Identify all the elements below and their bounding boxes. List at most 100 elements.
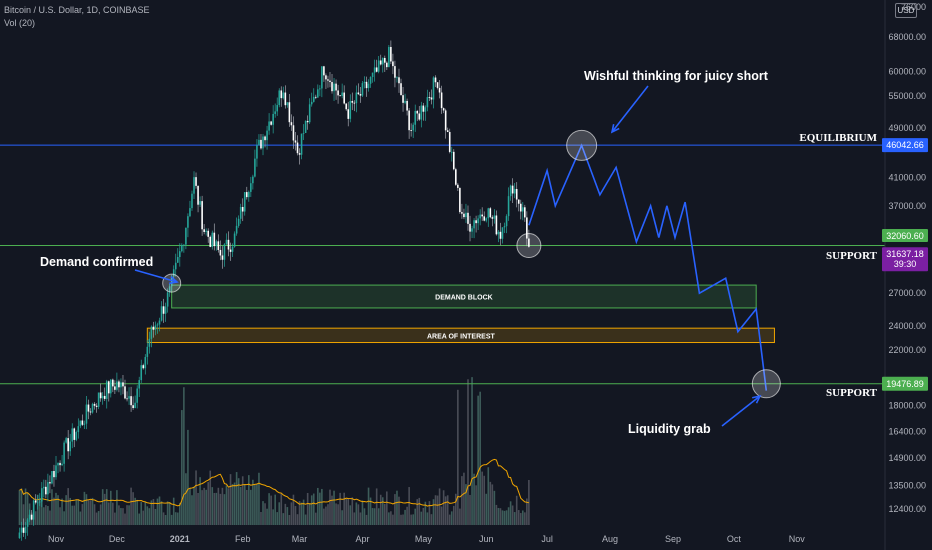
- y-tick-label-partial: 76000: [901, 2, 926, 12]
- volume-bar: [199, 477, 201, 525]
- candle-body: [138, 380, 141, 389]
- candle-body: [390, 46, 392, 62]
- candle-body: [286, 102, 289, 106]
- volume-bar: [475, 485, 477, 525]
- volume-bar: [308, 502, 311, 525]
- volume-bar: [174, 512, 177, 525]
- volume-bar: [101, 489, 104, 525]
- volume-bar: [256, 484, 258, 525]
- candle-body: [124, 386, 126, 399]
- volume-bar: [479, 391, 481, 525]
- volume-bar: [469, 494, 471, 525]
- candle-body: [112, 379, 114, 387]
- candle-body: [174, 262, 177, 270]
- volume-bar: [388, 512, 390, 525]
- volume-bar: [386, 491, 388, 525]
- volume-bar: [444, 496, 447, 525]
- volume-bar: [63, 511, 65, 525]
- candle-body: [355, 92, 358, 104]
- candle-body: [132, 405, 134, 409]
- candle-body: [195, 177, 197, 186]
- volume-bar: [428, 501, 431, 525]
- candle-body: [197, 185, 199, 205]
- candle-body: [158, 320, 161, 325]
- price-tag-bg: [882, 138, 928, 153]
- candle-body: [107, 381, 110, 394]
- volume-bar: [227, 488, 230, 525]
- volume-bar: [292, 494, 295, 525]
- volume-bar: [379, 494, 382, 525]
- candle-body: [284, 92, 287, 106]
- x-tick-label: Oct: [727, 534, 742, 544]
- candle-body: [146, 346, 149, 357]
- volume-bar: [402, 514, 404, 525]
- x-tick-label: 2021: [170, 534, 190, 544]
- candle-body: [26, 519, 29, 527]
- currency-button[interactable]: USD: [895, 3, 917, 18]
- candle-body: [300, 133, 303, 155]
- volume-bar: [420, 511, 423, 525]
- projected-price-path: [528, 143, 768, 391]
- candle-body: [91, 403, 94, 413]
- volume-bar: [483, 475, 486, 525]
- price-tag-text: 32060.60: [886, 231, 924, 241]
- volume-bar: [22, 504, 25, 525]
- volume-bar: [357, 504, 360, 525]
- candle-body: [187, 216, 189, 228]
- zones-layer: DEMAND BLOCK AREA OF INTEREST: [146, 284, 775, 344]
- candle-body: [410, 130, 412, 131]
- candle-body: [268, 121, 270, 131]
- candle-body: [347, 109, 350, 119]
- volume-bar: [211, 487, 214, 525]
- volume-bar: [185, 473, 187, 525]
- candle-body: [505, 216, 508, 227]
- volume-bar: [495, 504, 498, 525]
- candle-body: [254, 158, 256, 177]
- volume-bar: [459, 508, 461, 525]
- candle-body: [168, 286, 171, 293]
- volume-bar: [183, 387, 185, 525]
- volume-bar: [491, 484, 494, 525]
- levels-layer: [0, 144, 885, 385]
- candle-body: [193, 177, 195, 194]
- candle-body: [353, 102, 356, 104]
- x-tick-label: Apr: [355, 534, 369, 544]
- candle-body: [477, 218, 479, 224]
- candle-body: [444, 110, 447, 131]
- candle-body: [185, 227, 187, 245]
- candle-body: [308, 104, 311, 123]
- y-tick-label: 18000.00: [888, 401, 926, 411]
- volume-bar: [132, 492, 134, 525]
- candle-body: [172, 269, 175, 277]
- volume-bar: [310, 495, 313, 525]
- candle-body: [122, 382, 124, 387]
- volume-bar: [203, 487, 205, 525]
- volume-bar: [509, 501, 512, 525]
- volume-bar: [112, 502, 114, 525]
- candle-body: [252, 176, 254, 184]
- candle-body: [61, 463, 63, 466]
- arrow-shaft: [611, 85, 649, 133]
- volume-bar: [511, 505, 514, 525]
- candle-body: [45, 486, 47, 495]
- volume-bar: [138, 513, 141, 525]
- candle-body: [337, 90, 339, 96]
- volume-bar: [81, 504, 84, 525]
- candle-body: [375, 67, 378, 72]
- volume-bar: [306, 492, 309, 525]
- candle-body: [400, 83, 402, 96]
- volume-bar: [201, 490, 203, 525]
- volume-bar: [369, 497, 372, 525]
- candle-body: [79, 420, 82, 427]
- candle-body: [150, 326, 153, 339]
- volume-bar: [237, 478, 240, 525]
- candle-body: [239, 206, 242, 219]
- volume-bar: [363, 508, 366, 525]
- volume-bar: [426, 512, 429, 525]
- volume-bar: [152, 499, 155, 525]
- x-tick-label: Nov: [48, 534, 65, 544]
- candle-body: [183, 244, 185, 246]
- volume-bar: [243, 483, 246, 525]
- candle-body: [181, 245, 183, 252]
